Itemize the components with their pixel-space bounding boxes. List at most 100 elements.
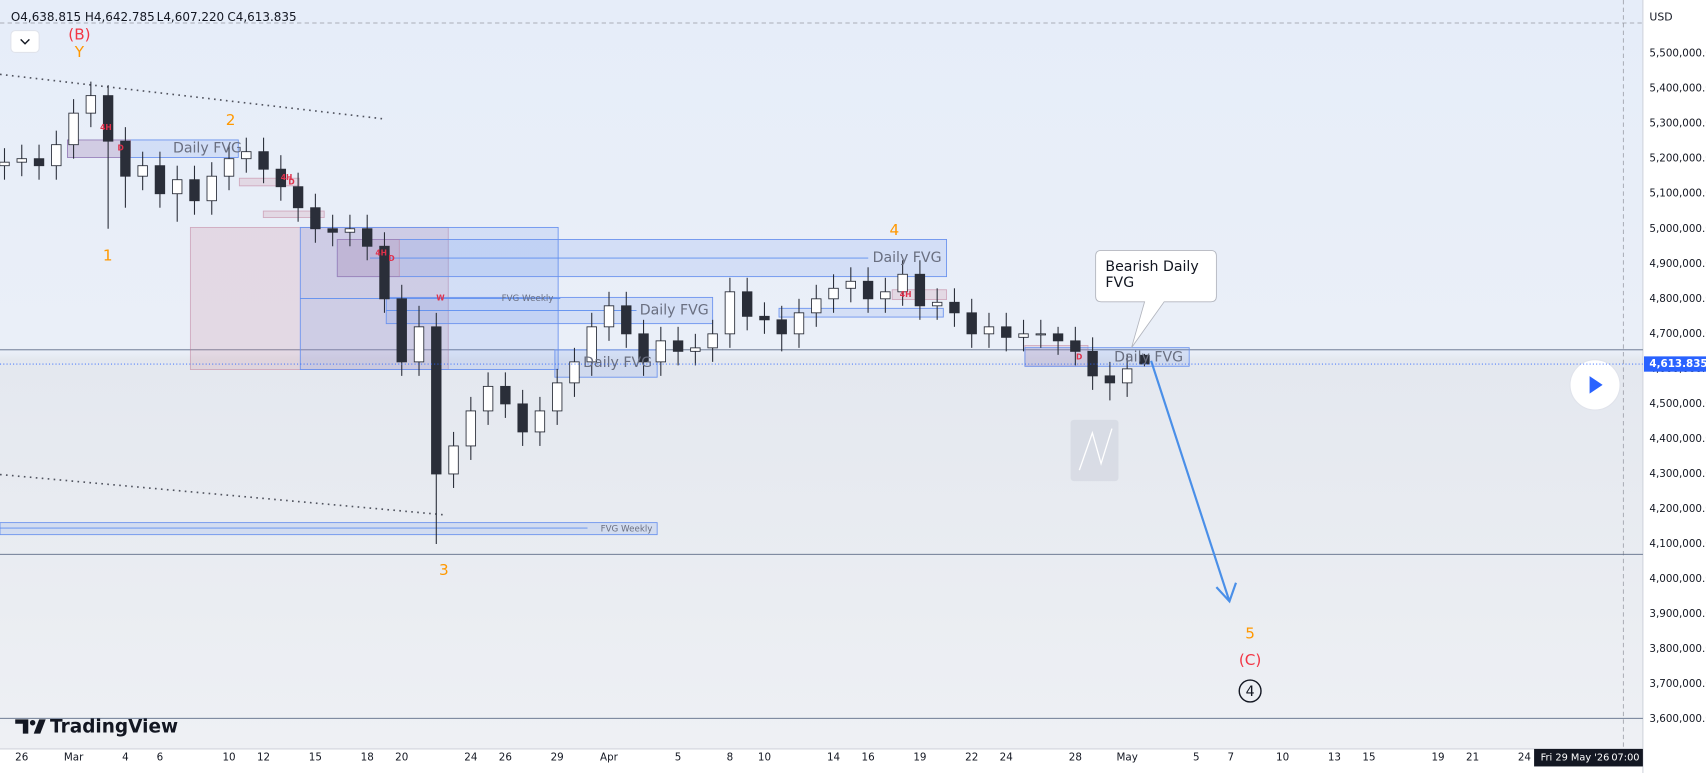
x-tick-label: 26 bbox=[499, 752, 512, 764]
last-price-tag bbox=[1643, 356, 1706, 372]
fvg-zone bbox=[778, 307, 944, 318]
wave-circle bbox=[1238, 679, 1262, 703]
callout-text: Bearish Daily bbox=[1105, 259, 1198, 275]
zone-label: Daily FVG bbox=[583, 355, 652, 371]
candle-body bbox=[776, 319, 787, 335]
candle-body bbox=[603, 305, 615, 328]
candle-body bbox=[655, 340, 667, 363]
candle-body bbox=[1001, 326, 1012, 338]
x-tick-label: 28 bbox=[1069, 752, 1082, 764]
x-tick-label: 10 bbox=[222, 752, 235, 764]
tf-tag: 4H bbox=[900, 290, 912, 299]
y-tick-label: 3,700,000.000 bbox=[1649, 678, 1706, 690]
x-tick-label: 8 bbox=[727, 752, 734, 764]
x-tick-label: 5 bbox=[1193, 752, 1200, 764]
y-tick-label: 4,200,000.000 bbox=[1649, 503, 1706, 515]
x-tick-label: 19 bbox=[913, 752, 926, 764]
candle-body bbox=[880, 291, 891, 300]
candle-body bbox=[0, 161, 10, 167]
y-tick-label: 5,000,000.000 bbox=[1649, 223, 1706, 235]
candle-body bbox=[552, 382, 563, 412]
candle-body bbox=[223, 158, 235, 177]
candle-body bbox=[1070, 340, 1081, 352]
candle-body bbox=[862, 280, 874, 300]
candle-body bbox=[120, 140, 131, 177]
tf-tag: D bbox=[1076, 353, 1082, 362]
x-tick-label: 13 bbox=[1328, 752, 1341, 764]
wave-label: 5 bbox=[1245, 625, 1255, 643]
candle-body bbox=[793, 312, 805, 335]
candle-body bbox=[327, 228, 338, 233]
candle-body bbox=[621, 305, 632, 335]
candle-body bbox=[137, 165, 148, 177]
candle-body bbox=[448, 445, 459, 475]
time-axis bbox=[0, 748, 1643, 773]
wave-label: 2 bbox=[226, 111, 236, 129]
x-tick-label: 6 bbox=[157, 752, 164, 764]
candle-body bbox=[292, 186, 304, 209]
candle-body bbox=[500, 385, 511, 405]
x-tick-label: 7 bbox=[1228, 752, 1235, 764]
candle-body bbox=[914, 273, 926, 307]
wave-label: 4 bbox=[1246, 684, 1255, 700]
candle-body bbox=[172, 179, 183, 195]
arrow-head bbox=[1215, 582, 1238, 604]
candle-body bbox=[534, 410, 546, 433]
chevron bbox=[20, 38, 30, 45]
projection-arrow bbox=[1150, 360, 1231, 602]
x-tick-label: 29 bbox=[551, 752, 564, 764]
candle-body bbox=[33, 158, 45, 167]
x-tick-label: 21 bbox=[1466, 752, 1479, 764]
x-tick-label: 4 bbox=[122, 752, 129, 764]
logo-shape bbox=[15, 719, 29, 734]
tf-tag: 4H bbox=[375, 249, 387, 258]
y-tick-label: 4,700,000.000 bbox=[1649, 328, 1706, 340]
candle-body bbox=[482, 385, 494, 412]
candle-body bbox=[396, 298, 407, 363]
candle-body bbox=[275, 168, 287, 188]
y-tick-label: 3,900,000.000 bbox=[1649, 608, 1706, 620]
candle-body bbox=[931, 301, 943, 307]
x-tick-label: Apr bbox=[600, 752, 619, 764]
y-tick-label: 5,500,000.000 bbox=[1649, 48, 1706, 60]
y-tick-label: 4,900,000.000 bbox=[1649, 258, 1706, 270]
x-tick-label: 20 bbox=[395, 752, 408, 764]
candle-body bbox=[379, 245, 390, 300]
candle-body bbox=[241, 151, 252, 160]
candle-body bbox=[310, 207, 321, 230]
y-tick-label: 4,300,000.000 bbox=[1649, 468, 1706, 480]
ohlc-low: L4,607.220 bbox=[157, 10, 225, 24]
candle-body bbox=[1104, 375, 1116, 384]
collapse-button[interactable] bbox=[10, 30, 40, 54]
candle-body bbox=[949, 301, 960, 314]
ohlc-open: O4,638.815 bbox=[11, 10, 81, 24]
candle-body bbox=[759, 315, 770, 321]
candle-body bbox=[586, 326, 597, 363]
candle-body bbox=[258, 151, 269, 170]
candle-body bbox=[344, 228, 356, 233]
candle-body bbox=[413, 326, 425, 363]
candle-body bbox=[845, 280, 856, 289]
candle-body bbox=[638, 333, 649, 363]
crosshair-label bbox=[1534, 748, 1643, 767]
watermark: TradingView bbox=[50, 717, 178, 738]
fvg-zone bbox=[262, 210, 325, 219]
tf-tag: D bbox=[388, 254, 394, 263]
candle-body bbox=[1018, 333, 1029, 338]
candle-body bbox=[672, 340, 684, 352]
y-tick-label: 4,800,000.000 bbox=[1649, 293, 1706, 305]
wave-label: 3 bbox=[439, 561, 449, 579]
candle-body bbox=[206, 175, 217, 202]
logo-shape bbox=[33, 719, 46, 734]
zone-label: Daily FVG bbox=[873, 250, 942, 266]
x-tick-label: 24 bbox=[1000, 752, 1014, 764]
candle-body bbox=[465, 410, 477, 447]
wave-label: Y bbox=[74, 43, 85, 61]
x-tick-label: 5 bbox=[675, 752, 682, 764]
wave-label: 1 bbox=[103, 246, 113, 264]
tf-tag: W bbox=[436, 293, 445, 302]
logo-placeholder bbox=[1070, 419, 1119, 482]
x-tick-label: 19 bbox=[1431, 752, 1444, 764]
